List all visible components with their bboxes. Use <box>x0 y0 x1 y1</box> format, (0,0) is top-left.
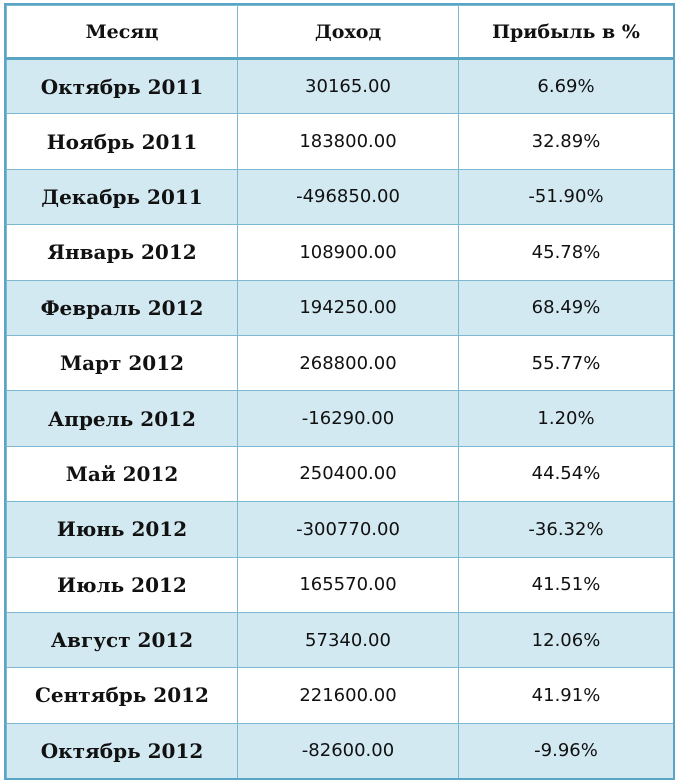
cell-month: Ноябрь 2011 <box>6 113 238 170</box>
cell-profit: -51.90% <box>458 168 673 226</box>
cell-month: Август 2012 <box>6 611 238 669</box>
table-row: Июнь 2012 -300770.00 -36.32% <box>6 501 673 558</box>
table-row: Март 2012 268800.00 55.77% <box>6 334 673 392</box>
table-row: Октябрь 2011 30165.00 6.69% <box>6 57 673 115</box>
cell-profit: 44.54% <box>458 445 673 503</box>
table-row: Май 2012 250400.00 44.54% <box>6 445 673 503</box>
cell-profit: -9.96% <box>458 722 673 778</box>
table-header-row: Месяц Доход Прибыль в % <box>6 5 673 60</box>
cell-income: 57340.00 <box>237 611 459 669</box>
cell-profit: 55.77% <box>458 334 673 392</box>
cell-month: Апрель 2012 <box>6 390 238 447</box>
cell-month: Февраль 2012 <box>6 279 238 336</box>
monthly-profit-table: Месяц Доход Прибыль в % Октябрь 2011 301… <box>6 5 673 778</box>
cell-income: 221600.00 <box>237 667 459 724</box>
cell-income: 268800.00 <box>237 334 459 392</box>
table-row: Февраль 2012 194250.00 68.49% <box>6 279 673 336</box>
table-row: Декабрь 2011 -496850.00 -51.90% <box>6 168 673 226</box>
cell-profit: 12.06% <box>458 611 673 669</box>
header-profit-percent: Прибыль в % <box>458 5 673 60</box>
cell-month: Июнь 2012 <box>6 501 238 558</box>
cell-income: 165570.00 <box>237 556 459 613</box>
monthly-profit-table-container: Месяц Доход Прибыль в % Октябрь 2011 301… <box>4 3 675 780</box>
table-row: Сентябрь 2012 221600.00 41.91% <box>6 667 673 724</box>
table-row: Октябрь 2012 -82600.00 -9.96% <box>6 722 673 778</box>
cell-profit: 41.51% <box>458 556 673 613</box>
table-row: Апрель 2012 -16290.00 1.20% <box>6 390 673 447</box>
cell-month: Май 2012 <box>6 445 238 503</box>
cell-month: Март 2012 <box>6 334 238 392</box>
cell-month: Декабрь 2011 <box>6 168 238 226</box>
cell-income: 250400.00 <box>237 445 459 503</box>
cell-profit: -36.32% <box>458 501 673 558</box>
cell-income: -82600.00 <box>237 722 459 778</box>
table-row: Июль 2012 165570.00 41.51% <box>6 556 673 613</box>
cell-profit: 32.89% <box>458 113 673 170</box>
cell-income: 108900.00 <box>237 224 459 281</box>
cell-profit: 68.49% <box>458 279 673 336</box>
header-month: Месяц <box>6 5 238 60</box>
cell-income: 30165.00 <box>237 57 459 115</box>
cell-month: Сентябрь 2012 <box>6 667 238 724</box>
cell-month: Январь 2012 <box>6 224 238 281</box>
cell-month: Октябрь 2011 <box>6 57 238 115</box>
cell-month: Октябрь 2012 <box>6 722 238 778</box>
cell-profit: 1.20% <box>458 390 673 447</box>
cell-income: 183800.00 <box>237 113 459 170</box>
table-row: Август 2012 57340.00 12.06% <box>6 611 673 669</box>
cell-income: -16290.00 <box>237 390 459 447</box>
header-income: Доход <box>237 5 459 60</box>
cell-profit: 41.91% <box>458 667 673 724</box>
cell-profit: 6.69% <box>458 57 673 115</box>
cell-income: -300770.00 <box>237 501 459 558</box>
table-row: Январь 2012 108900.00 45.78% <box>6 224 673 281</box>
cell-month: Июль 2012 <box>6 556 238 613</box>
table-row: Ноябрь 2011 183800.00 32.89% <box>6 113 673 170</box>
cell-profit: 45.78% <box>458 224 673 281</box>
cell-income: -496850.00 <box>237 168 459 226</box>
cell-income: 194250.00 <box>237 279 459 336</box>
